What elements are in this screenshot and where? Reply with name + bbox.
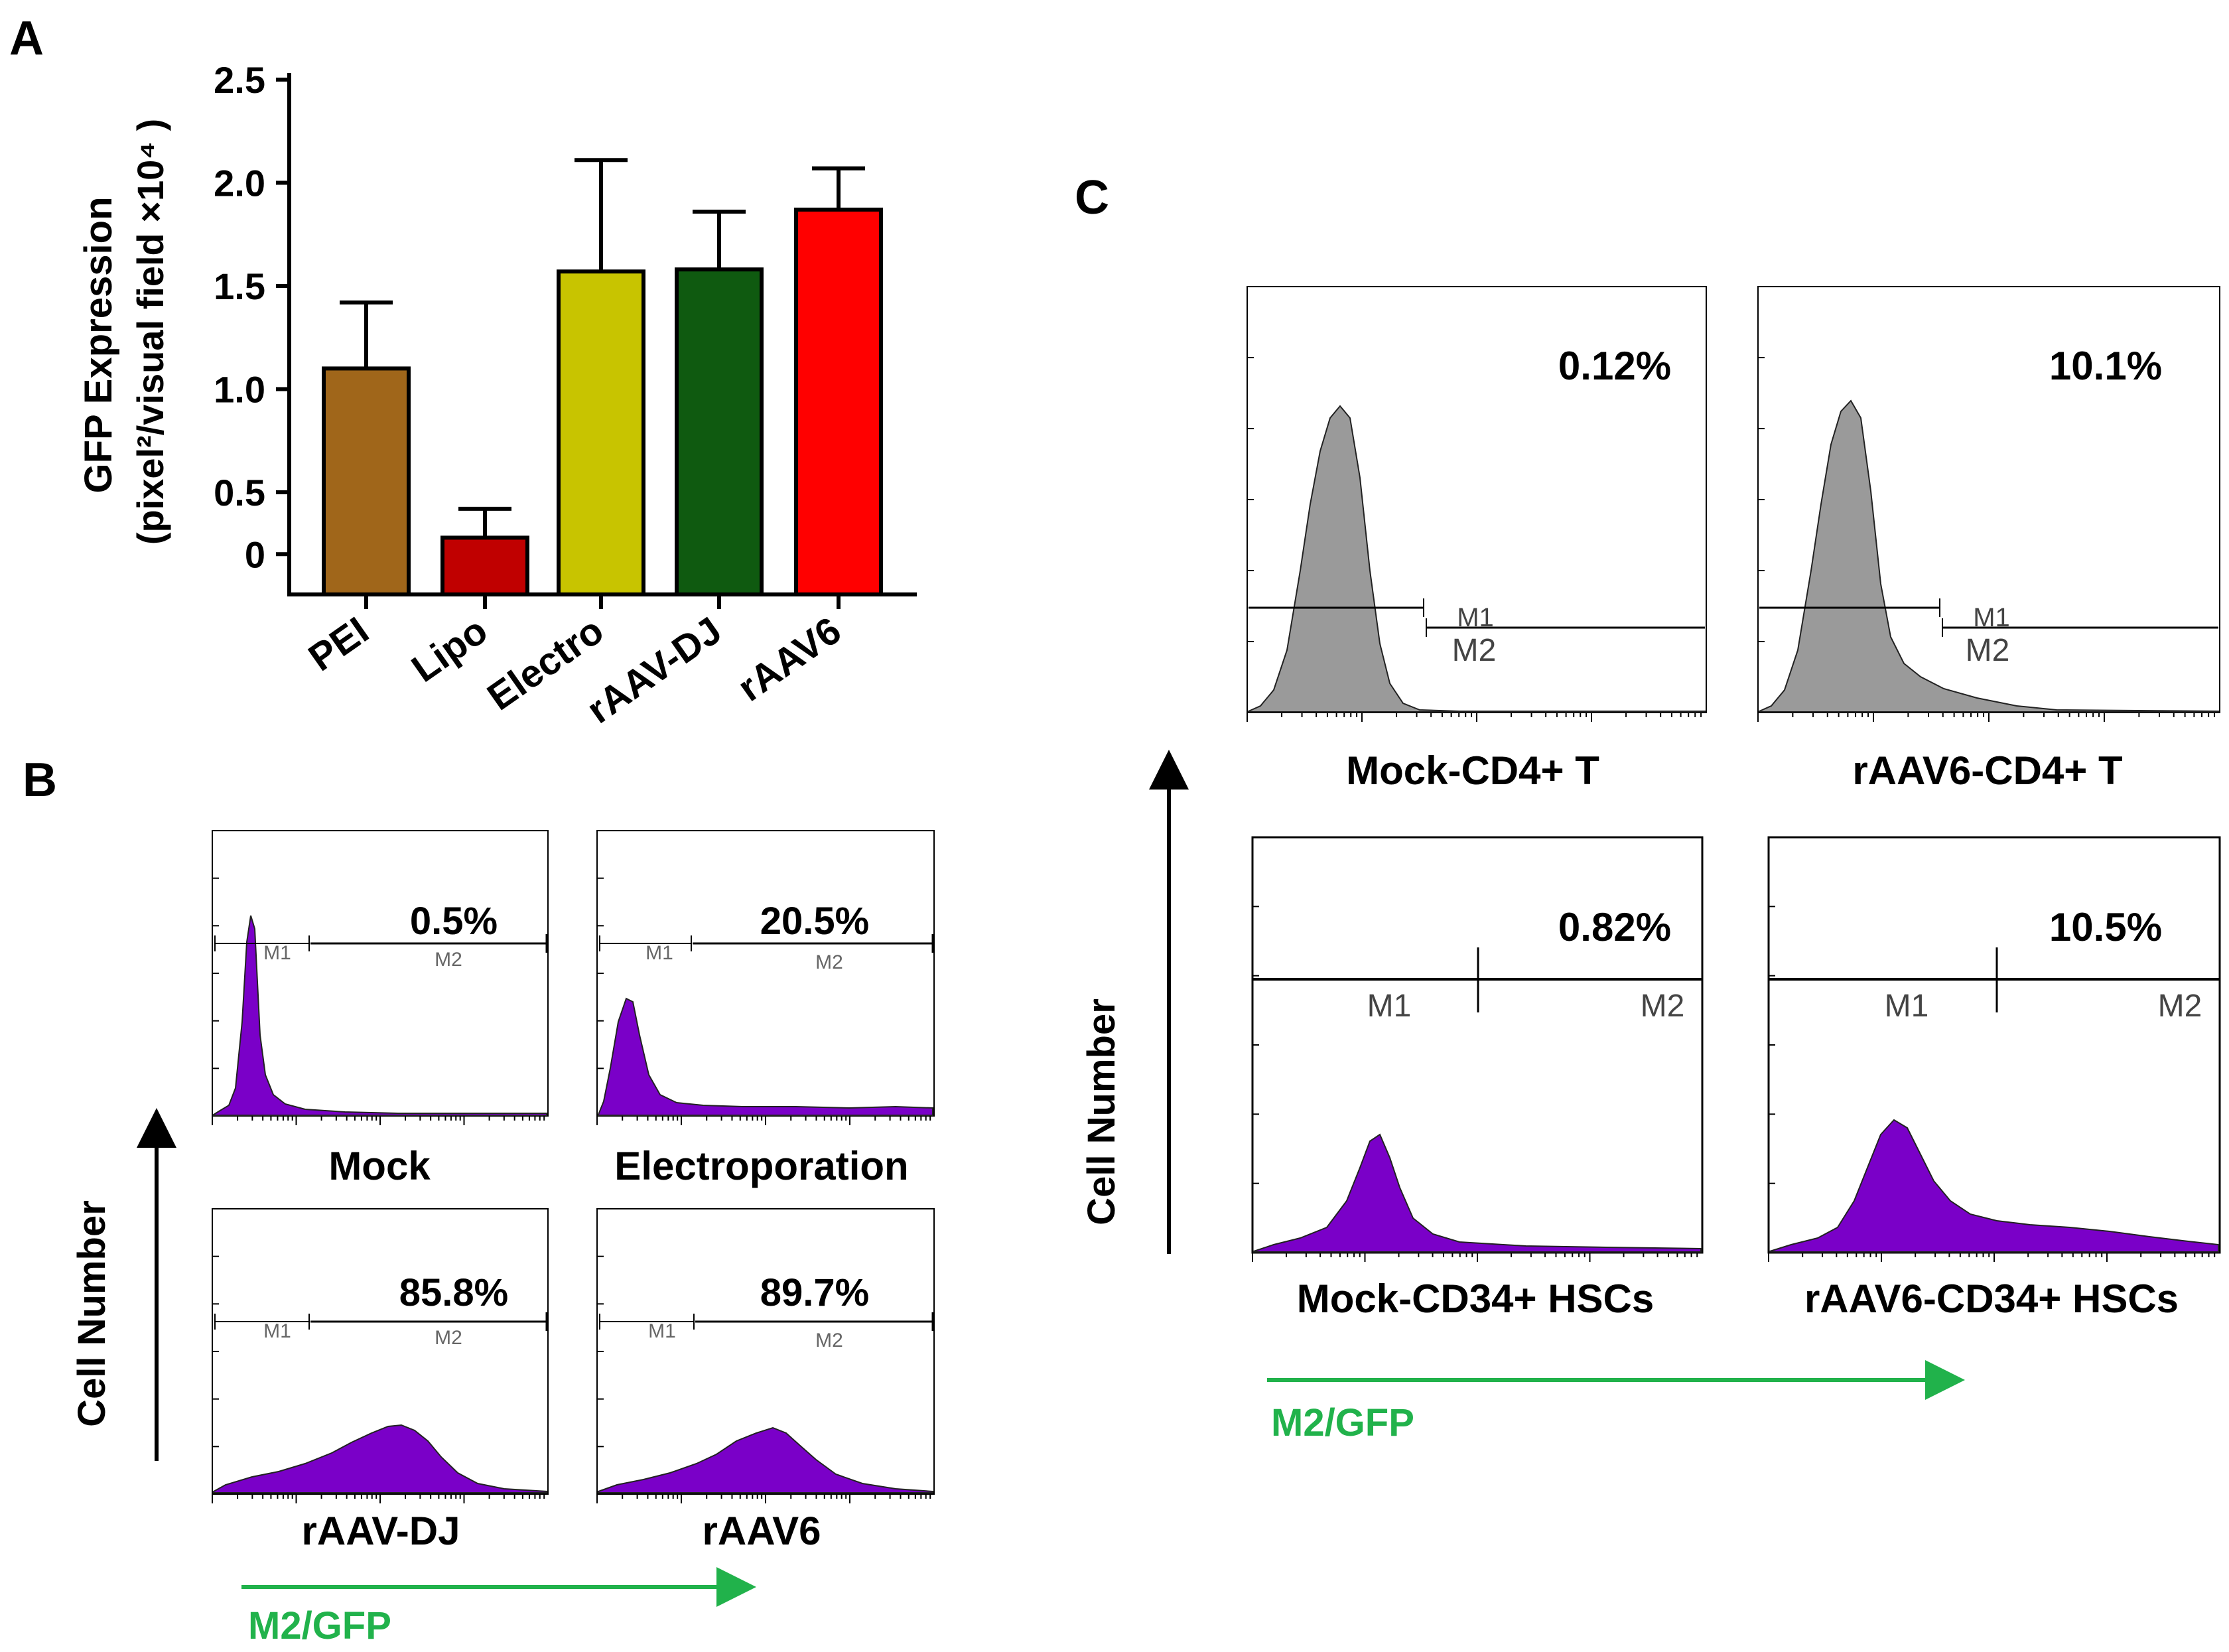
gate-m1-label: M1 [263, 1320, 291, 1342]
histogram-frame [596, 830, 935, 1117]
gate-m2-label: M2 [1452, 633, 1497, 668]
percent-label: 20.5% [760, 900, 869, 943]
gate-m1-label: M1 [1457, 603, 1494, 632]
histogram-title: rAAV6-CD34+ HSCs [1804, 1276, 2179, 1321]
histogram-title: Mock-CD34+ HSCs [1297, 1276, 1655, 1321]
histogram-c-raav6-cd34: M1 M2 10.5% rAAV6-CD34+ HSCs [1767, 836, 2221, 1321]
histogram-title: Mock [328, 1144, 431, 1188]
gfp-label-b: M2/GFP [248, 1604, 391, 1647]
y-tick-label: 0.5 [214, 472, 265, 514]
y-axis-label-line2: (pixel²/visual field ×10⁴ ) [129, 119, 171, 545]
histogram-title: Electroporation [614, 1144, 908, 1188]
histogram-title: Mock-CD4+ T [1346, 748, 1599, 793]
histogram-fill [1253, 1133, 1702, 1253]
gate-m1-label: M1 [263, 942, 291, 964]
percent-label: 10.1% [2049, 344, 2162, 388]
percent-label: 0.5% [410, 900, 498, 943]
histogram-frame [1767, 836, 2221, 1254]
gate-m2-label: M2 [2158, 989, 2202, 1024]
histogram-fill [598, 997, 933, 1116]
y-tick-label: 1.5 [214, 265, 265, 307]
bar-raav6 [794, 207, 883, 596]
histogram-title: rAAV-DJ [302, 1509, 460, 1553]
gate-m2-label: M2 [815, 1330, 843, 1351]
bar-group [322, 158, 883, 597]
histogram-fill [1248, 405, 1706, 713]
histogram-b-mock: M1 M2 0.5% Mock [212, 830, 549, 1188]
histogram-c-raav6-cd4: M1 M2 10.1% rAAV6-CD4+ T [1757, 286, 2220, 793]
bar-lipo [440, 535, 529, 596]
panel-letter-a: A [9, 12, 44, 65]
histogram-fill [213, 915, 547, 1116]
y-axis-label-line1: GFP Expression [77, 197, 120, 494]
panel-letter-b: B [23, 754, 57, 807]
histogram-axis-ticks [212, 357, 2216, 1503]
cell-number-label-b: Cell Number [70, 1200, 113, 1427]
gate-m1-label: M1 [645, 942, 673, 964]
histogram-title: rAAV6 [703, 1509, 821, 1553]
histogram-b-raav-dj: M1 M2 85.8% rAAV-DJ [212, 1208, 549, 1553]
bar-pei [322, 366, 411, 597]
y-tick-label: 0 [245, 533, 265, 575]
histogram-fill [1759, 399, 2219, 713]
percent-label: 0.12% [1558, 344, 1671, 388]
histogram-fill [1769, 1119, 2219, 1253]
gate-m2-label: M2 [815, 951, 843, 973]
gate-m1-label: M1 [1367, 989, 1412, 1024]
y-tick-label: 2.5 [214, 59, 265, 101]
histogram-c-mock-cd4: M1 M2 0.12% Mock-CD4+ T [1247, 286, 1707, 793]
x-tick-label: Lipo [404, 608, 496, 690]
gfp-label-c: M2/GFP [1271, 1401, 1414, 1444]
histogram-b-raav6: M1 M2 89.7% rAAV6 [596, 1208, 935, 1553]
bar-electro [557, 269, 645, 596]
gate-m2-label: M2 [435, 1327, 462, 1349]
histogram-title: rAAV6-CD4+ T [1852, 748, 2122, 793]
histogram-grid-b: M1 M2 0.5% Mock M1 M2 20.5% Electroporat… [70, 830, 935, 1647]
percent-label: 0.82% [1558, 905, 1671, 949]
histogram-frame [212, 830, 549, 1117]
x-tick-label: PEI [301, 608, 377, 679]
gate-m1-label: M1 [1973, 603, 2010, 632]
percent-label: 10.5% [2049, 905, 2162, 949]
percent-label: 89.7% [760, 1271, 869, 1314]
x-tick-label: rAAV6 [730, 608, 848, 709]
histogram-fill [598, 1426, 933, 1493]
histogram-c-mock-cd34: M1 M2 0.82% Mock-CD34+ HSCs [1251, 836, 1704, 1321]
gate-m2-label: M2 [435, 949, 462, 971]
histogram-fill [213, 1424, 547, 1493]
gate-m1-label: M1 [1885, 989, 1929, 1024]
gate-m1-label: M1 [648, 1320, 676, 1342]
histogram-frame [1251, 836, 1704, 1254]
gate-m2-label: M2 [1641, 989, 1685, 1024]
histogram-b-electroporation: M1 M2 20.5% Electroporation [596, 830, 935, 1188]
x-tick-label: rAAV-DJ [579, 608, 729, 732]
cell-number-label-c: Cell Number [1080, 998, 1123, 1225]
histogram-grid-c: M1 M2 0.12% Mock-CD4+ T M1 M2 10.1% rAAV… [1080, 286, 2221, 1444]
bar-raav-dj [675, 267, 764, 596]
y-tick-label: 2.0 [214, 163, 265, 204]
percent-label: 85.8% [399, 1271, 508, 1314]
y-tick-label: 1.0 [214, 369, 265, 411]
gate-m2-label: M2 [1966, 633, 2010, 668]
panel-letter-c: C [1075, 171, 1109, 224]
y-tick-group: 0 0.5 1.0 1.5 2.0 2.5 [214, 59, 289, 575]
